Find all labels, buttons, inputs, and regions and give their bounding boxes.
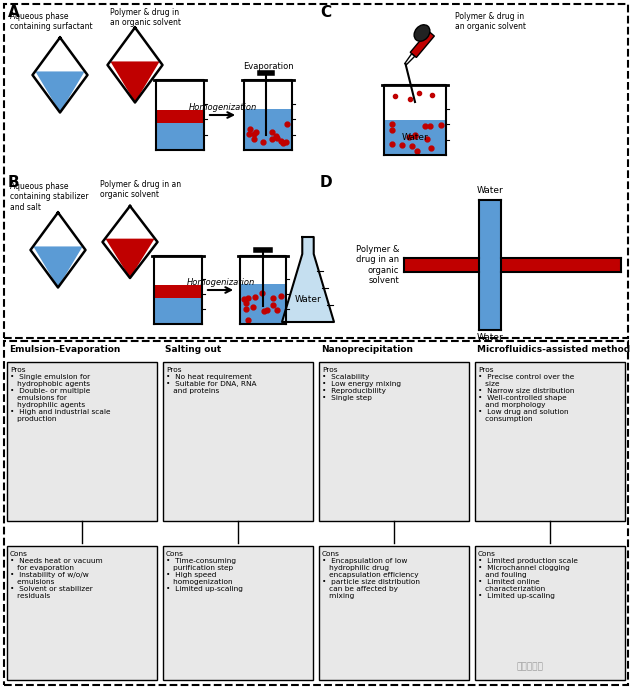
Polygon shape <box>33 246 83 287</box>
FancyBboxPatch shape <box>479 200 501 330</box>
Text: Water: Water <box>295 295 322 304</box>
Text: Homogenization: Homogenization <box>186 278 255 287</box>
FancyBboxPatch shape <box>163 362 313 521</box>
Text: Cons
•  Limited production scale
•  Microchannel clogging
   and fouling
•  Limi: Cons • Limited production scale • Microc… <box>478 551 578 599</box>
FancyBboxPatch shape <box>155 298 201 323</box>
Text: Water: Water <box>401 134 428 143</box>
Text: Polymer & drug in an
organic solvent: Polymer & drug in an organic solvent <box>100 180 181 199</box>
Text: Cons
•  Needs heat or vacuum
   for evaporation
•  Instability of w/o/w
   emuls: Cons • Needs heat or vacuum for evaporat… <box>10 551 103 599</box>
Text: Pros
•  Precise control over the
   size
•  Narrow size distribution
•  Well-con: Pros • Precise control over the size • N… <box>478 367 574 422</box>
FancyBboxPatch shape <box>163 546 313 680</box>
Polygon shape <box>282 237 334 322</box>
FancyBboxPatch shape <box>475 362 625 521</box>
Polygon shape <box>106 238 155 278</box>
Text: 凯莱英药闻: 凯莱英药闻 <box>516 663 544 672</box>
FancyBboxPatch shape <box>404 258 479 272</box>
FancyBboxPatch shape <box>155 285 201 298</box>
Text: C: C <box>320 5 331 20</box>
Text: Water: Water <box>477 186 503 195</box>
FancyBboxPatch shape <box>385 120 445 154</box>
Text: Polymer & drug in
an organic solvent: Polymer & drug in an organic solvent <box>455 12 526 32</box>
FancyBboxPatch shape <box>241 284 285 323</box>
Text: Evaporation: Evaporation <box>243 62 293 71</box>
Text: Pros
•  Single emulsion for
   hydrophobic agents
•  Double- or multiple
   emul: Pros • Single emulsion for hydrophobic a… <box>10 367 111 422</box>
Text: Salting out: Salting out <box>165 345 221 354</box>
FancyBboxPatch shape <box>157 110 203 123</box>
Polygon shape <box>102 206 157 242</box>
Text: Water: Water <box>477 333 503 342</box>
FancyBboxPatch shape <box>319 362 469 521</box>
Ellipse shape <box>414 25 430 41</box>
Text: Nanoprecipitation: Nanoprecipitation <box>321 345 413 354</box>
Text: Cons
•  Time-consuming
   purification step
•  High speed
   homogenization
•  L: Cons • Time-consuming purification step … <box>166 551 243 592</box>
Text: A: A <box>8 5 20 20</box>
Text: Pros
•  No heat requirement
•  Suitable for DNA, RNA
   and proteins: Pros • No heat requirement • Suitable fo… <box>166 367 257 394</box>
FancyBboxPatch shape <box>7 362 157 521</box>
Text: Microfluidics-assisted method: Microfluidics-assisted method <box>477 345 630 354</box>
Text: B: B <box>8 175 20 190</box>
Text: Emulsion-Evaporation: Emulsion-Evaporation <box>9 345 120 354</box>
Text: Pros
•  Scalability
•  Low energy mixing
•  Reproducibility
•  Single step: Pros • Scalability • Low energy mixing •… <box>322 367 401 401</box>
Text: Aqueous phase
containing stabilizer
and salt: Aqueous phase containing stabilizer and … <box>10 182 88 212</box>
Text: Polymer &
drug in an
organic
solvent: Polymer & drug in an organic solvent <box>356 245 399 285</box>
Text: Homogenization: Homogenization <box>188 103 257 112</box>
FancyBboxPatch shape <box>319 546 469 680</box>
FancyBboxPatch shape <box>475 546 625 680</box>
Text: Aqueous phase
containing surfactant: Aqueous phase containing surfactant <box>10 12 93 32</box>
Polygon shape <box>32 37 87 75</box>
FancyBboxPatch shape <box>7 546 157 680</box>
FancyBboxPatch shape <box>157 123 203 149</box>
FancyBboxPatch shape <box>245 109 291 149</box>
Polygon shape <box>107 28 162 65</box>
FancyBboxPatch shape <box>501 258 621 272</box>
Polygon shape <box>35 71 85 112</box>
Text: Cons
•  Encapsulation of low
   hydrophilic drug
   encapsulation efficiency
•  : Cons • Encapsulation of low hydrophilic … <box>322 551 420 599</box>
Polygon shape <box>30 212 85 250</box>
Text: Polymer & drug in
an organic solvent: Polymer & drug in an organic solvent <box>110 8 181 28</box>
Polygon shape <box>410 31 434 57</box>
Text: D: D <box>320 175 332 190</box>
Polygon shape <box>110 61 160 103</box>
